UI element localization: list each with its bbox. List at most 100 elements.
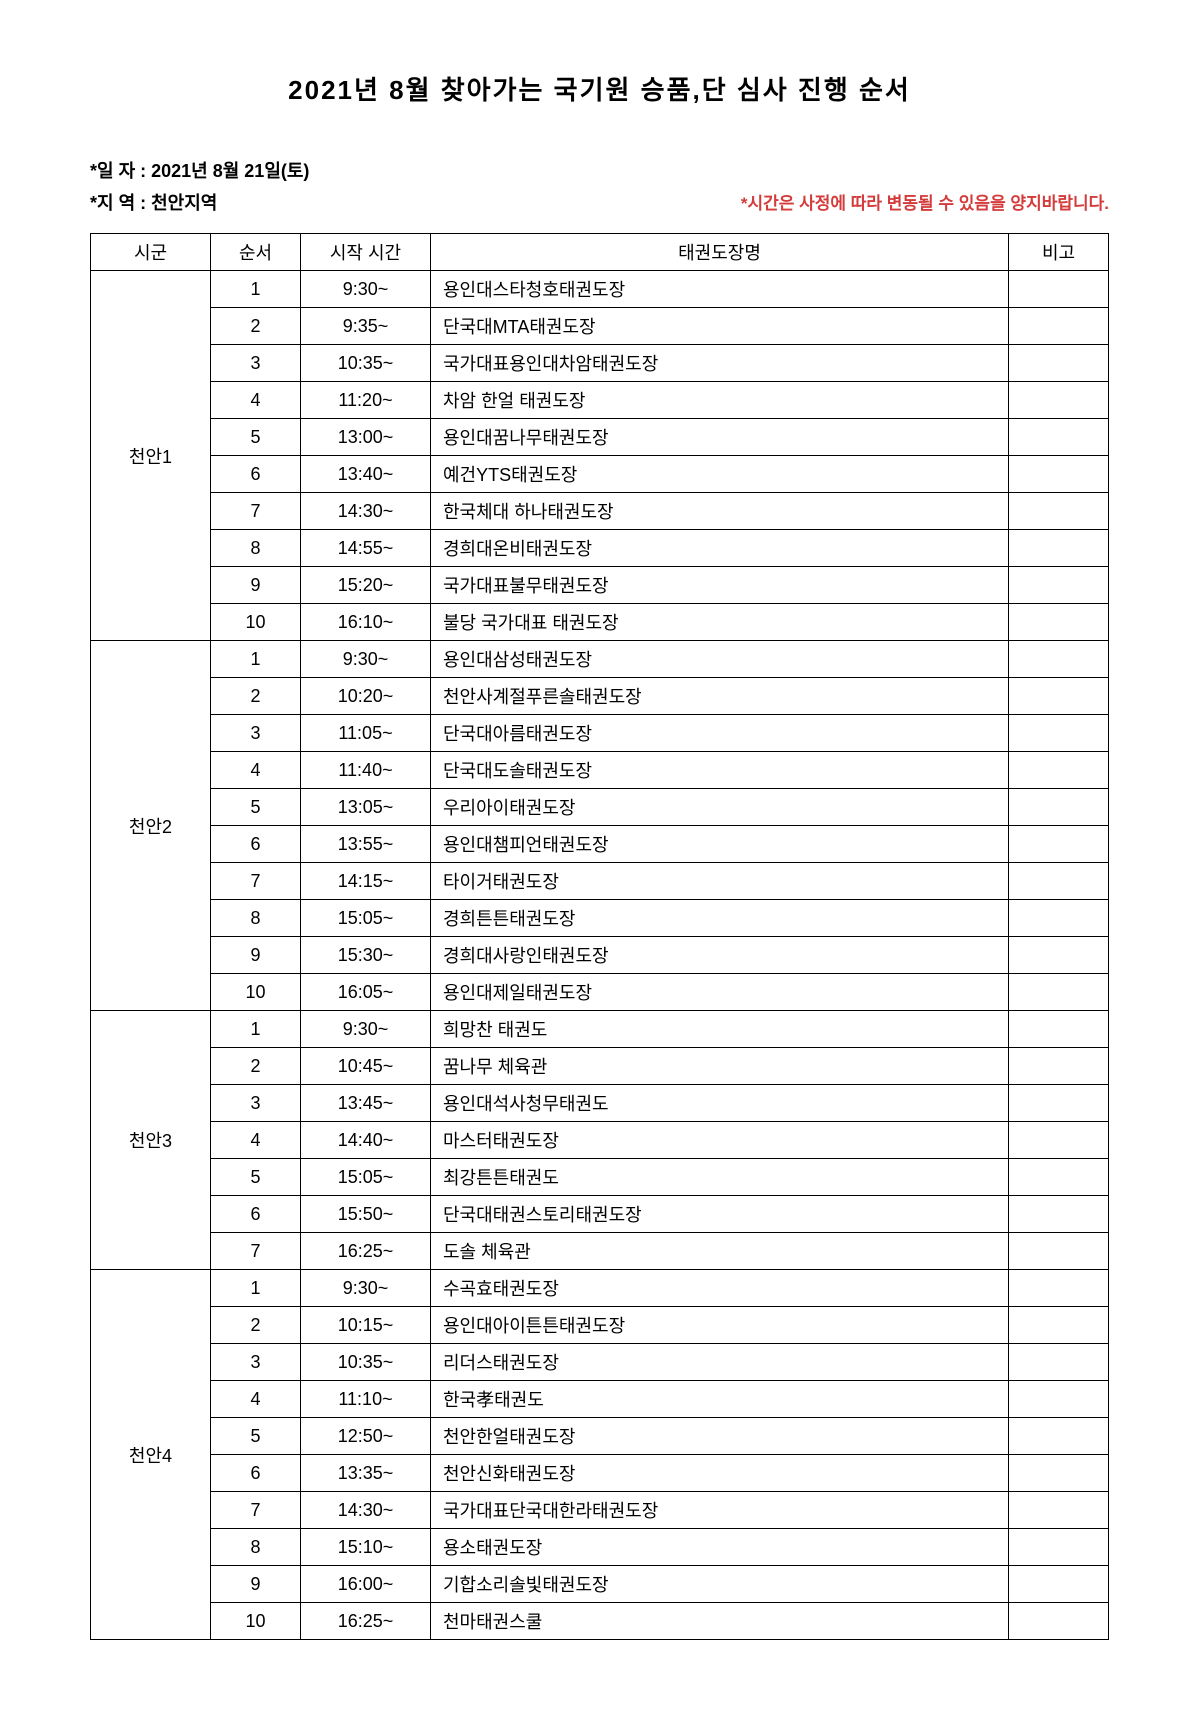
meta-region: *지 역 : 천안지역 — [90, 189, 217, 215]
header-name: 태권도장명 — [431, 234, 1009, 271]
cell-order: 4 — [211, 1381, 301, 1418]
cell-time: 13:40~ — [301, 456, 431, 493]
cell-order: 6 — [211, 456, 301, 493]
cell-time: 10:15~ — [301, 1307, 431, 1344]
cell-remark — [1009, 826, 1109, 863]
cell-name: 희망찬 태권도 — [431, 1011, 1009, 1048]
table-row: 916:00~기합소리솔빛태권도장 — [91, 1566, 1109, 1603]
cell-order: 2 — [211, 308, 301, 345]
cell-remark — [1009, 345, 1109, 382]
cell-name: 예건YTS태권도장 — [431, 456, 1009, 493]
table-row: 613:55~용인대챔피언태권도장 — [91, 826, 1109, 863]
cell-remark — [1009, 1307, 1109, 1344]
cell-time: 15:50~ — [301, 1196, 431, 1233]
cell-order: 2 — [211, 678, 301, 715]
cell-name: 타이거태권도장 — [431, 863, 1009, 900]
cell-name: 용인대석사청무태권도 — [431, 1085, 1009, 1122]
cell-name: 용인대챔피언태권도장 — [431, 826, 1009, 863]
cell-remark — [1009, 974, 1109, 1011]
cell-order: 7 — [211, 1492, 301, 1529]
cell-time: 10:45~ — [301, 1048, 431, 1085]
cell-remark — [1009, 1011, 1109, 1048]
table-row: 313:45~용인대석사청무태권도 — [91, 1085, 1109, 1122]
cell-order: 8 — [211, 900, 301, 937]
cell-time: 11:05~ — [301, 715, 431, 752]
cell-time: 9:30~ — [301, 1270, 431, 1307]
cell-order: 3 — [211, 345, 301, 382]
cell-name: 경희대온비태권도장 — [431, 530, 1009, 567]
cell-time: 13:45~ — [301, 1085, 431, 1122]
table-row: 천안119:30~용인대스타청호태권도장 — [91, 271, 1109, 308]
table-row: 천안419:30~수곡효태권도장 — [91, 1270, 1109, 1307]
cell-remark — [1009, 752, 1109, 789]
page-title: 2021년 8월 찾아가는 국기원 승품,단 심사 진행 순서 — [90, 70, 1109, 107]
cell-remark — [1009, 1085, 1109, 1122]
cell-remark — [1009, 937, 1109, 974]
table-row: 915:20~국가대표불무태권도장 — [91, 567, 1109, 604]
cell-time: 13:05~ — [301, 789, 431, 826]
cell-order: 7 — [211, 493, 301, 530]
table-row: 411:10~한국孝태권도 — [91, 1381, 1109, 1418]
cell-time: 15:10~ — [301, 1529, 431, 1566]
cell-name: 용인대제일태권도장 — [431, 974, 1009, 1011]
cell-remark — [1009, 1455, 1109, 1492]
cell-remark — [1009, 530, 1109, 567]
cell-remark — [1009, 1159, 1109, 1196]
table-row: 310:35~리더스태권도장 — [91, 1344, 1109, 1381]
cell-name: 용소태권도장 — [431, 1529, 1009, 1566]
cell-order: 6 — [211, 1455, 301, 1492]
cell-time: 14:40~ — [301, 1122, 431, 1159]
cell-remark — [1009, 1492, 1109, 1529]
cell-order: 10 — [211, 1603, 301, 1640]
cell-order: 6 — [211, 1196, 301, 1233]
table-row: 515:05~최강튼튼태권도 — [91, 1159, 1109, 1196]
cell-time: 14:30~ — [301, 493, 431, 530]
cell-name: 용인대아이튼튼태권도장 — [431, 1307, 1009, 1344]
cell-remark — [1009, 715, 1109, 752]
table-row: 414:40~마스터태권도장 — [91, 1122, 1109, 1159]
cell-remark — [1009, 1344, 1109, 1381]
cell-time: 11:20~ — [301, 382, 431, 419]
header-order: 순서 — [211, 234, 301, 271]
cell-order: 5 — [211, 1159, 301, 1196]
cell-time: 10:20~ — [301, 678, 431, 715]
cell-time: 12:50~ — [301, 1418, 431, 1455]
table-row: 310:35~국가대표용인대차암태권도장 — [91, 345, 1109, 382]
cell-time: 15:30~ — [301, 937, 431, 974]
cell-remark — [1009, 271, 1109, 308]
cell-name: 단국대도솔태권도장 — [431, 752, 1009, 789]
cell-remark — [1009, 604, 1109, 641]
table-row: 210:15~용인대아이튼튼태권도장 — [91, 1307, 1109, 1344]
cell-name: 국가대표불무태권도장 — [431, 567, 1009, 604]
cell-order: 1 — [211, 271, 301, 308]
cell-time: 9:30~ — [301, 271, 431, 308]
cell-name: 차암 한얼 태권도장 — [431, 382, 1009, 419]
cell-order: 4 — [211, 382, 301, 419]
cell-time: 10:35~ — [301, 1344, 431, 1381]
cell-time: 9:30~ — [301, 1011, 431, 1048]
cell-name: 단국대아름태권도장 — [431, 715, 1009, 752]
cell-remark — [1009, 789, 1109, 826]
cell-time: 13:35~ — [301, 1455, 431, 1492]
cell-remark — [1009, 1381, 1109, 1418]
table-row: 714:15~타이거태권도장 — [91, 863, 1109, 900]
cell-region: 천안4 — [91, 1270, 211, 1640]
cell-region: 천안2 — [91, 641, 211, 1011]
cell-remark — [1009, 1048, 1109, 1085]
header-region: 시군 — [91, 234, 211, 271]
meta-notice: *시간은 사정에 따라 변동될 수 있음을 양지바랍니다. — [741, 189, 1109, 214]
cell-name: 우리아이태권도장 — [431, 789, 1009, 826]
cell-name: 한국孝태권도 — [431, 1381, 1009, 1418]
table-row: 512:50~천안한얼태권도장 — [91, 1418, 1109, 1455]
cell-remark — [1009, 493, 1109, 530]
cell-time: 9:30~ — [301, 641, 431, 678]
table-row: 915:30~경희대사랑인태권도장 — [91, 937, 1109, 974]
table-row: 29:35~단국대MTA태권도장 — [91, 308, 1109, 345]
cell-name: 단국대MTA태권도장 — [431, 308, 1009, 345]
cell-time: 14:15~ — [301, 863, 431, 900]
cell-order: 1 — [211, 1011, 301, 1048]
cell-time: 15:20~ — [301, 567, 431, 604]
cell-order: 4 — [211, 1122, 301, 1159]
table-row: 714:30~한국체대 하나태권도장 — [91, 493, 1109, 530]
table-row: 513:05~우리아이태권도장 — [91, 789, 1109, 826]
